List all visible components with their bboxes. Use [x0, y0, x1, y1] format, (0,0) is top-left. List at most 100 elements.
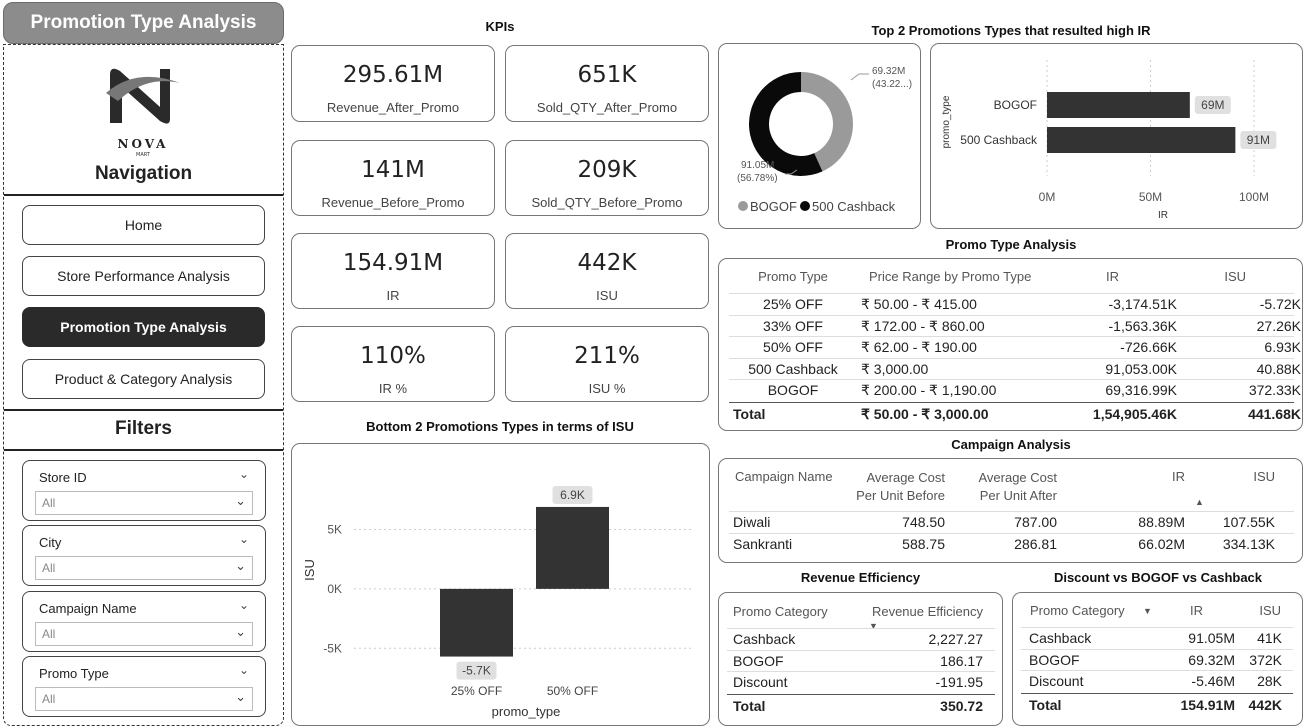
table-cell: -1,563.36K: [1108, 317, 1178, 334]
row-divider: [727, 649, 995, 651]
x-axis-label: IR: [1158, 210, 1168, 221]
column-header[interactable]: Price Range by Promo Type: [869, 269, 1032, 284]
dropdown-value: All: [42, 561, 56, 575]
row-divider: [727, 671, 995, 672]
column-header[interactable]: Average Cost Per Unit After: [978, 470, 1057, 503]
table-cell: 91.05M: [1188, 630, 1235, 646]
kpi-label: IR %: [378, 381, 408, 396]
chevron-down-icon: ⌄: [235, 559, 246, 574]
column-header[interactable]: ISU: [1224, 269, 1246, 284]
store-id-dropdown[interactable]: All ⌄: [35, 491, 253, 515]
donut-slice-500-cashback[interactable]: [749, 72, 823, 176]
campaign-name-dropdown[interactable]: All ⌄: [35, 622, 253, 646]
total-cell: ₹ 50.00 - ₹ 3,000.00: [861, 405, 989, 422]
sort-descending-icon[interactable]: ▼: [869, 621, 878, 631]
sort-descending-icon[interactable]: ▼: [1143, 606, 1152, 616]
table-cell: 69,316.99K: [1105, 382, 1177, 398]
filters-title: Filters: [114, 418, 173, 439]
row-divider: [729, 401, 1294, 403]
row-divider: [729, 511, 1294, 512]
data-label: (56.78%): [737, 173, 778, 184]
city-dropdown[interactable]: All ⌄: [35, 556, 253, 580]
kpi-label: Revenue_Before_Promo: [321, 195, 465, 210]
table-cell: 66.02M: [1138, 536, 1185, 552]
category-label: 25% OFF: [451, 684, 502, 698]
table-cell: Diwali: [733, 514, 771, 530]
column-header[interactable]: IR: [1172, 469, 1185, 484]
row-divider: [1021, 692, 1293, 694]
sort-ascending-icon[interactable]: ▲: [1195, 497, 1204, 507]
navigation-title: Navigation: [94, 163, 193, 184]
column-header[interactable]: Promo Category: [733, 604, 828, 619]
column-header[interactable]: Average Cost Per Unit Before: [856, 470, 945, 503]
campaign-table-title: Campaign Analysis: [951, 437, 1071, 452]
logo-brand: NOVA: [117, 137, 169, 151]
bar-25-off[interactable]: [440, 588, 513, 657]
table-cell: ₹ 50.00 - ₹ 415.00: [861, 296, 977, 312]
tick-label: -5K: [323, 641, 342, 655]
kpi-card: 209K Sold_QTY_Before_Promo: [505, 140, 709, 216]
nav-promotion-type-button[interactable]: Promotion Type Analysis: [22, 307, 265, 347]
category-label: 50% OFF: [547, 684, 598, 698]
table-cell: -5.72K: [1259, 296, 1301, 312]
column-header[interactable]: IR: [1190, 603, 1203, 618]
kpi-label: Sold_QTY_Before_Promo: [531, 195, 683, 210]
row-divider: [729, 379, 1294, 380]
nav-home-button[interactable]: Home: [22, 205, 265, 245]
row-divider: [729, 336, 1294, 337]
row-divider: [727, 693, 995, 695]
kpi-label: Sold_QTY_After_Promo: [536, 100, 678, 115]
table-cell: 69.32M: [1188, 651, 1235, 668]
chevron-down-icon[interactable]: ⌄: [238, 532, 249, 546]
category-label: 500 Cashback: [960, 133, 1038, 147]
nav-product-category-button[interactable]: Product & Category Analysis: [22, 359, 265, 399]
table-cell: -3,174.51K: [1108, 296, 1178, 312]
chevron-down-icon: ⌄: [235, 494, 246, 509]
nav-store-performance-button[interactable]: Store Performance Analysis: [22, 256, 265, 296]
data-label: 91.05M: [741, 160, 774, 171]
row-divider: [1021, 670, 1293, 671]
campaign-table: Campaign Name Average Cost Per Unit Befo…: [718, 458, 1303, 563]
column-header[interactable]: Promo Category: [1030, 603, 1125, 618]
table-cell: Cashback: [733, 631, 796, 647]
table-cell: 50% OFF: [763, 339, 823, 355]
legend-marker: [738, 201, 748, 211]
column-header[interactable]: ISU: [1259, 603, 1281, 618]
data-label: 69.32M: [872, 66, 905, 77]
tick-label: 0M: [1039, 190, 1056, 204]
total-label: Total: [733, 405, 766, 422]
chevron-down-icon[interactable]: ⌄: [238, 663, 249, 677]
divider: [4, 194, 283, 196]
column-header[interactable]: IR: [1106, 269, 1119, 284]
table-cell: 787.00: [1014, 514, 1057, 530]
data-label: 69M: [1201, 98, 1224, 112]
data-label: 91M: [1247, 133, 1270, 147]
column-header[interactable]: Promo Type: [758, 269, 828, 284]
column-header[interactable]: ISU: [1253, 469, 1275, 484]
donut-slice-bogof[interactable]: [801, 72, 853, 172]
kpi-card: 211% ISU %: [505, 326, 709, 402]
chevron-down-icon[interactable]: ⌄: [238, 598, 249, 612]
column-header[interactable]: Campaign Name: [735, 469, 833, 484]
bar-50-off[interactable]: [536, 506, 609, 589]
divider: [4, 449, 283, 451]
column-header[interactable]: Revenue Efficiency: [871, 604, 983, 619]
table-cell: 40.88K: [1256, 360, 1301, 377]
total-cell: 441.68K: [1248, 405, 1301, 422]
dropdown-value: All: [42, 692, 56, 706]
legend-label: BOGOF: [750, 199, 797, 214]
chevron-down-icon[interactable]: ⌄: [238, 467, 249, 481]
table-cell: 91,053.00K: [1105, 360, 1177, 377]
legend-marker: [800, 201, 810, 211]
kpi-label: Revenue_After_Promo: [326, 100, 460, 115]
promo-type-dropdown[interactable]: All ⌄: [35, 687, 253, 711]
data-label-bg: [1194, 96, 1231, 114]
bottom-isu-title: Bottom 2 Promotions Types in terms of IS…: [366, 419, 634, 434]
bar-bogof[interactable]: [1047, 92, 1190, 118]
table-cell: -5.46M: [1191, 673, 1235, 689]
promo-table-title: Promo Type Analysis: [945, 237, 1077, 252]
bar-500-cashback[interactable]: [1047, 127, 1236, 153]
table-cell: 372K: [1249, 651, 1282, 668]
tick-label: 50M: [1139, 190, 1162, 204]
total-cell: 1,54,905.46K: [1092, 405, 1177, 422]
